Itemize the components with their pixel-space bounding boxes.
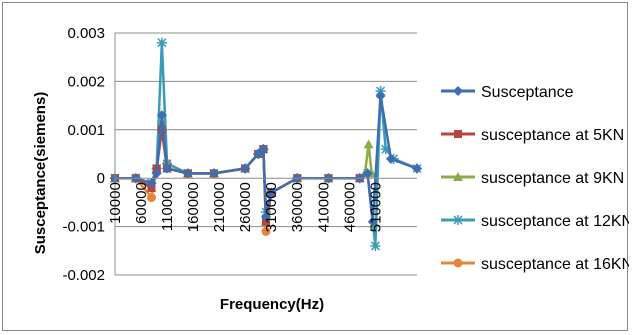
x-axis-title: Frequency(Hz) [220,296,324,313]
legend: Susceptance susceptance at 5KN susceptance… [441,84,629,273]
legend-entry: susceptance at 12KN [441,213,629,230]
legend-entry: susceptance at 16KN [441,256,629,273]
x-tick-label: 360000 [289,182,306,232]
y-tick-label: 0 [97,170,105,187]
data-point [258,144,269,155]
data-point [156,110,167,121]
data-point [157,125,166,134]
legend-marker [453,258,463,268]
data-point-stroke [157,38,167,48]
data-point [240,163,251,174]
data-point [151,168,162,179]
data-point [370,240,381,251]
legend-label: susceptance at 12KN [481,213,629,230]
chart-frame: 0.003 0.002 0.001 0 -0.001 -0.002 10000 60000 1… [2,2,629,331]
legend-entry: susceptance at 5KN [441,127,624,144]
data-point [208,168,219,179]
y-tick-label: -0.002 [62,267,105,284]
legend-entry: susceptance at 9KN [441,170,624,187]
x-tick-label: 260000 [237,182,254,232]
data-point [156,37,167,48]
legend-entry: Susceptance [441,84,574,101]
legend-marker [453,172,463,181]
legend-marker [453,215,463,225]
legend-label: susceptance at 5KN [481,127,624,144]
data-point [375,90,386,101]
data-point-stroke [370,241,380,251]
data-point [162,163,173,174]
data-point [412,163,422,174]
y-tick-label: 0.001 [67,122,105,139]
y-tick-label: -0.001 [62,219,105,236]
x-tick-label: 110000 [159,182,176,231]
series-0 [110,90,422,227]
x-tick-label: 410000 [315,182,332,232]
y-axis-title: Susceptance(siemens) [32,92,49,255]
data-point [363,139,374,149]
data-point [261,211,271,222]
x-tick-label: 210000 [211,182,228,232]
x-tick-label: 460000 [341,182,358,232]
y-tick-label: 0.002 [67,73,105,90]
x-tick-label: 510000 [367,182,384,232]
data-point [182,168,193,179]
legend-marker [453,86,463,96]
x-tick-label: 60000 [133,182,150,224]
x-tick-label: 10000 [107,182,124,224]
legend-label: susceptance at 9KN [481,170,624,187]
y-tick-labels: 0.003 0.002 0.001 0 -0.001 -0.002 [62,25,105,284]
y-tick-label: 0.003 [67,25,105,42]
data-point [367,216,378,227]
x-tick-label: 160000 [185,182,202,232]
data-point [266,187,277,198]
data-point [253,149,264,159]
legend-marker [454,130,462,138]
data-point [385,153,396,164]
legend-label: susceptance at 16KN [481,256,629,273]
x-tick-labels: 10000 60000 110000 160000 210000 260000 310000… [107,182,384,232]
data-point [362,168,373,179]
data-point-stroke [453,215,463,225]
x-tick-label: 310000 [263,182,280,232]
data-point [146,178,157,189]
data-point [146,193,156,203]
axes [114,33,417,275]
legend-label: Susceptance [481,84,574,101]
data-point [261,226,271,236]
